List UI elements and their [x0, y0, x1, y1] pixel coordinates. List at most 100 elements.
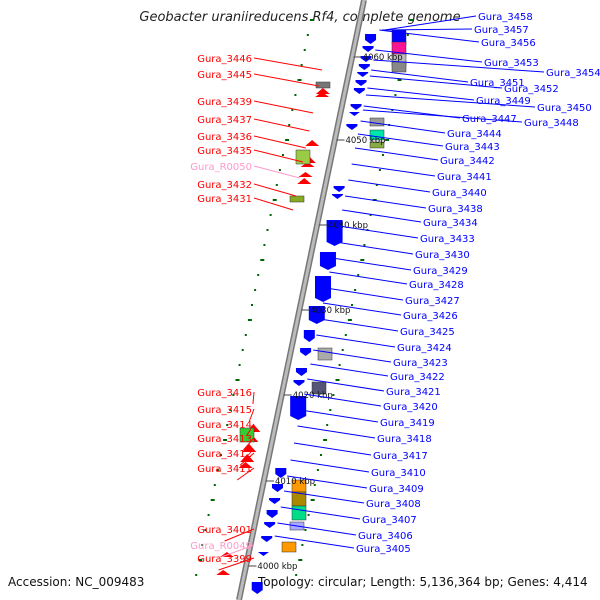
right-gene-label: Gura_3424 [397, 343, 452, 354]
left-gene-label: Gura_3445 [197, 70, 252, 81]
left-gene-label: Gura_3399 [197, 554, 252, 565]
left-gene-label: Gura_3435 [197, 146, 252, 157]
right-leader-line [329, 271, 408, 285]
right-gene-label: Gura_3443 [445, 142, 500, 153]
reverse-gene-block [293, 380, 305, 386]
right-gene-label: Gura_3420 [383, 402, 438, 413]
right-gene-label: Gura_3438 [428, 204, 483, 215]
reverse-gene-block [353, 88, 365, 94]
left-leader-line [253, 118, 310, 132]
right-gene-label: Gura_3418 [377, 434, 432, 445]
right-leader-line [293, 442, 372, 456]
right-gene-label: Gura_3454 [546, 68, 600, 79]
right-gene-label: Gura_3429 [413, 266, 468, 277]
gene-box [289, 195, 305, 203]
right-leader-line [287, 475, 368, 489]
right-leader-line [375, 49, 483, 63]
right-leader-line [332, 257, 412, 271]
right-leader-line [351, 163, 436, 177]
left-gene-label: Gura_3439 [197, 97, 252, 108]
right-gene-label: Gura_3423 [393, 358, 448, 369]
forward-gene-arrow [300, 162, 315, 167]
right-leader-line [319, 318, 399, 332]
reverse-gene-block [314, 276, 331, 302]
reverse-gene-block [331, 194, 343, 199]
right-leader-line [338, 225, 419, 239]
right-leader-line [382, 28, 473, 31]
right-gene-label: Gura_3410 [371, 468, 426, 479]
right-leader-line [342, 209, 422, 223]
right-gene-label: Gura_3457 [474, 25, 529, 36]
ruler-label: 4060 kbp [363, 53, 403, 63]
left-gene-label: Gura_3436 [197, 132, 252, 143]
left-gene-label: Gura_3412 [197, 449, 252, 460]
ruler-label: 4050 kbp [345, 136, 385, 146]
right-gene-label: Gura_3419 [380, 418, 435, 429]
right-gene-label: Gura_3442 [440, 156, 495, 167]
gene-box [291, 505, 307, 521]
reverse-gene-block [357, 72, 369, 77]
right-leader-line [379, 29, 480, 43]
right-gene-label: Gura_3425 [400, 327, 455, 338]
ruler-label: 4030 kbp [310, 306, 350, 316]
right-gene-label: Gura_3428 [409, 280, 464, 291]
gene-box [369, 129, 385, 141]
left-gene-label: Gura_3437 [197, 115, 252, 126]
reverse-gene-block [261, 536, 273, 542]
right-leader-line [313, 349, 392, 363]
right-gene-label: Gura_3417 [373, 451, 428, 462]
right-leader-line [367, 87, 475, 101]
forward-gene-arrow [216, 570, 231, 575]
right-gene-label: Gura_3407 [362, 515, 417, 526]
reverse-gene-block [264, 522, 276, 528]
reverse-gene-block [360, 56, 372, 62]
left-gene-label: Gura_R0050 [190, 162, 252, 173]
right-gene-label: Gura_3444 [447, 129, 502, 140]
gene-box [281, 541, 297, 553]
right-gene-label: Gura_3441 [437, 172, 492, 183]
right-leader-line [325, 287, 404, 301]
right-leader-line [373, 59, 545, 73]
reverse-gene-block [326, 220, 343, 246]
left-leader-line [253, 165, 300, 179]
reverse-gene-block [365, 34, 377, 44]
right-gene-label: Gura_3422 [390, 372, 445, 383]
reverse-gene-block [355, 80, 367, 86]
right-gene-label: Gura_3405 [356, 544, 411, 555]
left-leader-line [253, 135, 306, 149]
left-leader-line [252, 391, 255, 405]
forward-gene-arrow [238, 462, 253, 468]
right-gene-label: Gura_3450 [537, 103, 592, 114]
right-leader-line [304, 393, 382, 407]
forward-gene-arrow [242, 444, 257, 452]
reverse-gene-block [350, 104, 362, 110]
gene-box [311, 381, 327, 395]
gene-box [317, 347, 333, 361]
right-leader-line [360, 120, 446, 134]
forward-gene-arrow [297, 178, 312, 184]
right-leader-line [310, 363, 389, 377]
backbone-inner [237, 0, 366, 600]
ruler-label: 4020 kbp [293, 391, 333, 401]
reverse-gene-block [251, 582, 263, 594]
left-leader-line [224, 528, 255, 542]
left-leader-line [218, 557, 255, 571]
right-gene-label: Gura_3456 [481, 38, 536, 49]
right-leader-line [365, 94, 536, 108]
right-gene-label: Gura_3426 [403, 311, 458, 322]
right-gene-label: Gura_3406 [358, 531, 413, 542]
genome-summary-text: Topology: circular; Length: 5,136,364 bp… [258, 575, 588, 589]
forward-gene-arrow [315, 88, 330, 94]
right-leader-line [274, 535, 355, 549]
reverse-gene-block [295, 368, 307, 376]
reverse-gene-block [333, 186, 345, 192]
left-gene-label: Gura_3446 [197, 54, 252, 65]
right-leader-line [283, 490, 365, 504]
right-gene-label: Gura_3430 [415, 250, 470, 261]
left-leader-line [253, 73, 319, 87]
left-gene-label: Gura_3415 [197, 405, 252, 416]
left-gene-label: Gura_R0049 [190, 541, 252, 552]
right-leader-line [316, 334, 396, 348]
left-leader-line [239, 452, 255, 466]
right-leader-line [277, 522, 357, 536]
